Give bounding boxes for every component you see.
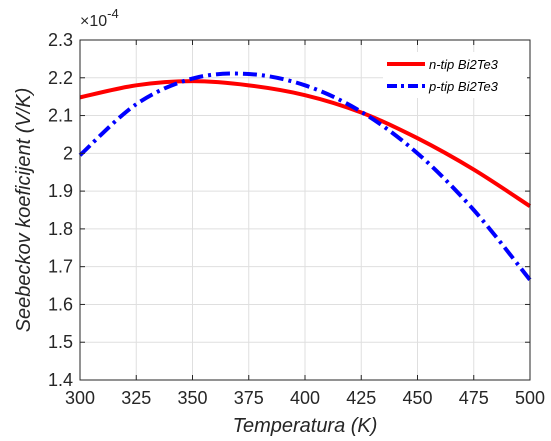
y-tick-label: 1.4: [48, 370, 73, 390]
x-tick-label: 350: [177, 388, 207, 408]
y-tick-label: 1.8: [48, 219, 73, 239]
y-axis-exponent: ×10-4: [80, 6, 119, 30]
x-tick-label: 500: [515, 388, 545, 408]
x-tick-label: 425: [346, 388, 376, 408]
x-axis-ticks: 300 325 350 375 400 425 450 475 500: [65, 40, 545, 408]
series-line-2: [78, 71, 532, 282]
y-tick-label: 1.7: [48, 257, 73, 277]
y-tick-label: 1.9: [48, 181, 73, 201]
y-tick-label: 2: [63, 143, 73, 163]
y-axis-ticks: 1.4 1.5 1.6 1.7 1.8 1.9 2 2.1 2.2 2.3: [48, 30, 530, 390]
y-tick-label: 1.5: [48, 332, 73, 352]
y-axis-exponent-power: -4: [107, 6, 119, 21]
x-tick-label: 375: [234, 388, 264, 408]
x-tick-label: 450: [402, 388, 432, 408]
x-tick-label: 400: [290, 388, 320, 408]
y-tick-label: 2.2: [48, 68, 73, 88]
series-line-1: [79, 79, 532, 208]
x-tick-label: 325: [121, 388, 151, 408]
grid: [79, 39, 531, 381]
legend: n-tip Bi2Te3 p-tip Bi2Te3: [383, 52, 527, 98]
plot-lines: [78, 71, 532, 282]
legend-label-2: p-tip Bi2Te3: [428, 79, 499, 94]
legend-label-1: n-tip Bi2Te3: [429, 57, 499, 72]
y-tick-label: 2.3: [48, 30, 73, 50]
y-axis-label: Seebeckov koeficijent (V/K): [13, 88, 35, 333]
legend-box: [383, 52, 527, 98]
x-tick-label: 300: [65, 388, 95, 408]
x-tick-label: 475: [459, 388, 489, 408]
y-axis-exponent-base: ×10: [80, 13, 107, 30]
y-tick-label: 2.1: [48, 106, 73, 126]
y-tick-label: 1.6: [48, 294, 73, 314]
x-axis-label: Temperatura (K): [233, 415, 378, 437]
